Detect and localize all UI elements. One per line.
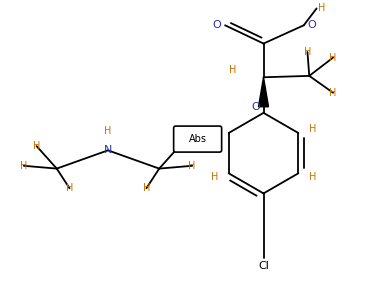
- Text: H: H: [188, 161, 196, 171]
- Text: H: H: [66, 183, 73, 193]
- Text: H: H: [33, 141, 40, 151]
- Text: H: H: [329, 53, 337, 63]
- FancyBboxPatch shape: [173, 126, 222, 152]
- Text: O: O: [251, 102, 260, 112]
- Text: H: H: [20, 161, 27, 171]
- Text: O: O: [213, 20, 221, 30]
- Text: H: H: [329, 88, 337, 98]
- Text: Abs: Abs: [188, 134, 207, 144]
- Polygon shape: [258, 77, 269, 107]
- Text: H: H: [143, 183, 150, 193]
- Text: H: H: [104, 126, 112, 136]
- Text: H: H: [176, 141, 183, 151]
- Text: O: O: [307, 20, 316, 30]
- Text: Cl: Cl: [258, 260, 269, 271]
- Text: H: H: [309, 124, 316, 134]
- Text: H: H: [304, 47, 311, 57]
- Text: H: H: [211, 172, 219, 182]
- Text: H: H: [229, 65, 236, 75]
- Text: H: H: [309, 172, 316, 182]
- Text: H: H: [318, 3, 325, 13]
- Text: N: N: [104, 145, 112, 155]
